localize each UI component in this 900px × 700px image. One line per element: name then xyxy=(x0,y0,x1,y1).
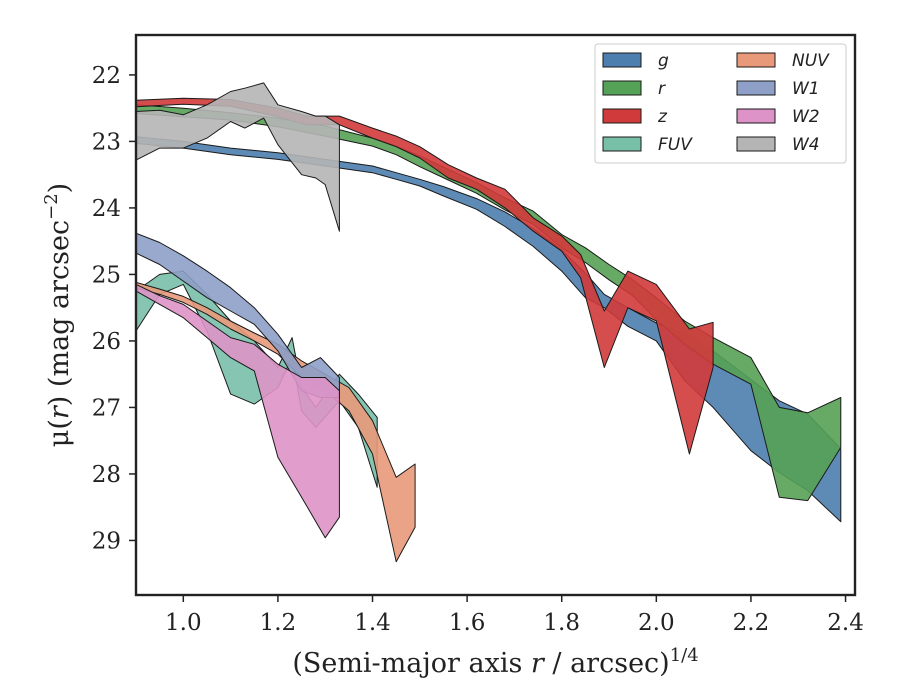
legend-label-w4: W4 xyxy=(792,135,820,155)
legend-swatch-g xyxy=(602,52,642,68)
x-tick-label: 1.2 xyxy=(260,610,297,636)
legend-label-w2: W2 xyxy=(792,107,820,127)
band-w4 xyxy=(136,82,340,232)
band-w2 xyxy=(136,283,340,539)
legend-label-w1: W1 xyxy=(792,79,820,99)
x-tick-label: 1.0 xyxy=(165,610,202,636)
legend-label-z: z xyxy=(657,107,668,127)
legend-label-nuv: NUV xyxy=(792,51,830,71)
y-tick-label: 28 xyxy=(92,462,121,488)
legend-label-r: r xyxy=(658,79,666,99)
legend-swatch-w4 xyxy=(736,136,776,152)
y-tick-label: 26 xyxy=(92,329,121,355)
x-tick-label: 2.0 xyxy=(638,610,675,636)
legend-swatch-z xyxy=(602,108,642,124)
x-tick-label: 1.6 xyxy=(449,610,486,636)
y-tick-label: 22 xyxy=(92,63,121,89)
legend-swatch-r xyxy=(602,80,642,96)
x-tick-label: 2.4 xyxy=(827,610,864,636)
y-tick-label: 23 xyxy=(92,129,121,155)
band-g xyxy=(136,136,842,523)
legend-box xyxy=(594,43,847,164)
band-nuv xyxy=(136,281,416,563)
x-axis-label: (Semi-major axis r / arcsec)1/4 xyxy=(292,645,698,679)
y-axis-label: μ(r) (mag arcsec−2) xyxy=(41,183,75,447)
axes-frame xyxy=(134,33,857,597)
legend-label-g: g xyxy=(658,51,669,71)
axis-ticks: 1.0 1.2 1.4 1.6 1.8 2.0 2.2 2.4 22 23 24 25 26 27 28 29 xyxy=(92,63,864,636)
legend-swatch-nuv xyxy=(736,52,776,68)
x-tick-label: 2.2 xyxy=(733,610,770,636)
x-tick-label: 1.4 xyxy=(354,610,391,636)
y-tick-label: 24 xyxy=(92,196,121,222)
plot-area xyxy=(136,82,842,563)
y-tick-label: 25 xyxy=(92,262,121,288)
y-tick-label: 27 xyxy=(92,395,121,421)
legend: grz FUV NUV W1 W2 W4 xyxy=(594,43,847,164)
legend-swatch-w2 xyxy=(736,108,776,124)
y-tick-label: 29 xyxy=(92,528,121,554)
band-z xyxy=(136,97,714,455)
x-tick-label: 1.8 xyxy=(543,610,580,636)
legend-swatch-w1 xyxy=(736,80,776,96)
legend-label-fuv: FUV xyxy=(658,135,693,155)
legend-swatch-fuv xyxy=(602,136,642,152)
